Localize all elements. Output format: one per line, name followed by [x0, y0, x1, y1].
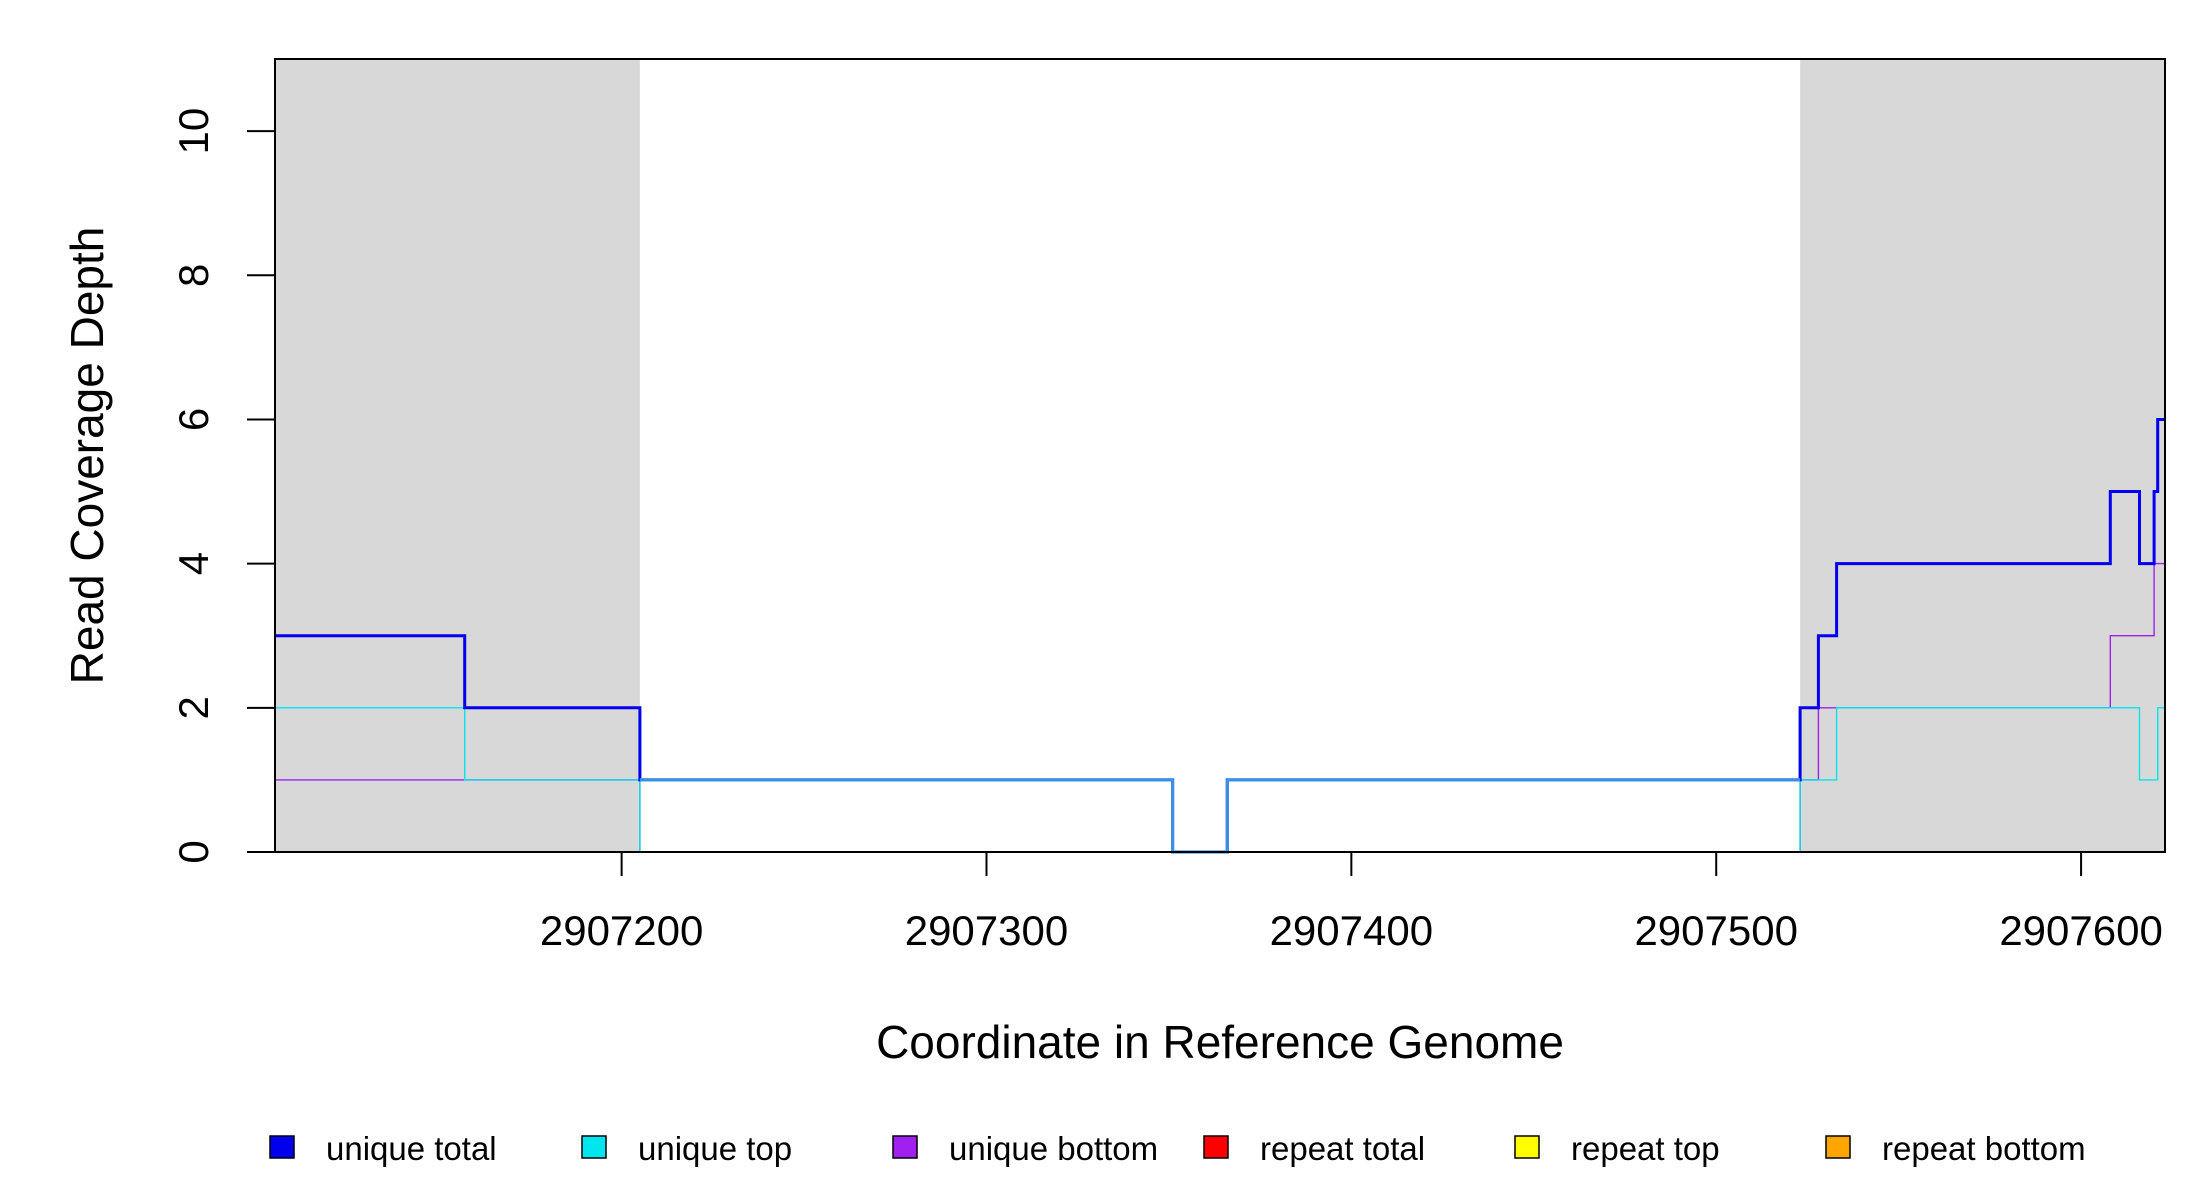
x-tick-label: 2907200 [540, 907, 704, 954]
legend: unique total unique top unique bottom repea… [269, 1130, 2086, 1167]
legend-swatch-unique-bottom [892, 1135, 918, 1159]
x-tick-label: 2907300 [905, 907, 1069, 954]
series-line-unique-top [275, 707, 2165, 853]
x-axis-title: Coordinate in Reference Genome [876, 1016, 1564, 1068]
y-axis-title: Read Coverage Depth [61, 227, 113, 685]
shaded-regions [275, 59, 2165, 852]
plot-frame [274, 58, 2166, 853]
shaded-region-1 [275, 59, 640, 852]
x-tick-label: 2907500 [1634, 907, 1798, 954]
x-tick-label: 2907400 [1270, 907, 1434, 954]
y-tick-label: 8 [170, 264, 217, 287]
x-tick-label: 2907600 [1999, 907, 2163, 954]
shaded-region-2 [1800, 59, 2165, 852]
y-tick-label: 2 [170, 696, 217, 719]
y-axis: 0 2 4 6 8 10 [170, 108, 275, 864]
legend-label-repeat-bottom: repeat bottom [1882, 1130, 2086, 1167]
series-line-unique-total [275, 418, 2165, 854]
legend-label-unique-top: unique top [638, 1130, 792, 1167]
legend-swatch-repeat-bottom [1825, 1135, 1851, 1159]
overlay-line-1 [639, 778, 1801, 854]
y-tick-label: 6 [170, 408, 217, 431]
y-tick-label: 10 [170, 108, 217, 155]
legend-label-repeat-top: repeat top [1571, 1130, 1720, 1167]
y-tick-label: 4 [170, 552, 217, 575]
legend-label-repeat-total: repeat total [1260, 1130, 1425, 1167]
legend-swatch-unique-total [269, 1135, 295, 1159]
y-tick-label: 0 [170, 840, 217, 863]
legend-swatch-repeat-top [1514, 1135, 1540, 1159]
legend-swatch-unique-top [581, 1135, 607, 1159]
legend-label-unique-total: unique total [326, 1130, 497, 1167]
legend-swatch-repeat-total [1203, 1135, 1229, 1159]
x-axis: 2907200 2907300 2907400 2907500 2907600 [540, 852, 2163, 954]
legend-label-unique-bottom: unique bottom [949, 1130, 1158, 1167]
